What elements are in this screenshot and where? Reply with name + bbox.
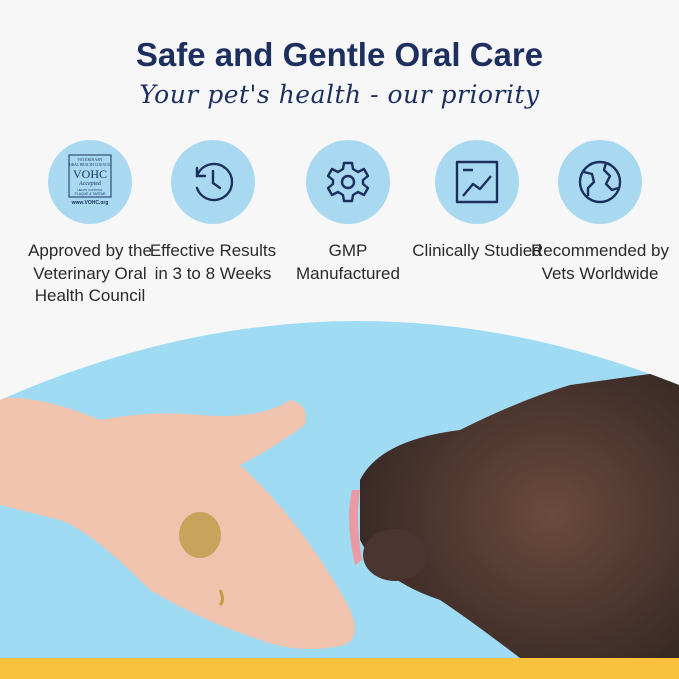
clock-icon xyxy=(171,140,255,224)
seal-url: www.VOHC.org xyxy=(71,200,109,206)
dental-chew xyxy=(179,512,221,558)
accent-bar xyxy=(0,658,679,679)
seal-line1: VETERINARY xyxy=(77,157,102,162)
feature-results: Effective Results in 3 to 8 Weeks xyxy=(143,140,283,285)
feature-label: Clinically Studied xyxy=(412,241,542,260)
seal-line4: PLAQUE & TARTAR xyxy=(75,192,106,196)
seal-line3: HELPS CONTROL xyxy=(77,188,103,192)
vohc-seal-icon: VETERINARY ORAL HEALTH COUNCIL VOHC Acce… xyxy=(48,140,132,224)
page-subtitle: Your pet's health - our priority xyxy=(139,80,540,109)
feature-label: Approved by the Veterinary Oral Health C… xyxy=(28,241,152,305)
hand xyxy=(0,397,355,649)
seal-main: VOHC xyxy=(73,167,107,181)
feature-label: Effective Results in 3 to 8 Weeks xyxy=(149,241,277,283)
seal-accepted: Accepted xyxy=(78,181,102,187)
chart-icon xyxy=(435,140,519,224)
gear-icon xyxy=(306,140,390,224)
feature-gmp: GMP Manufactured xyxy=(278,140,418,285)
feature-label: GMP Manufactured xyxy=(296,241,400,283)
feature-vets: Recommended by Vets Worldwide xyxy=(530,140,670,285)
feature-vohc: VETERINARY ORAL HEALTH COUNCIL VOHC Acce… xyxy=(20,140,160,308)
page-title: Safe and Gentle Oral Care xyxy=(135,36,544,73)
seal-line2: ORAL HEALTH COUNCIL xyxy=(69,163,110,167)
feature-clinical: Clinically Studied xyxy=(407,140,547,263)
feature-label: Recommended by Vets Worldwide xyxy=(531,241,669,283)
dog xyxy=(360,370,679,658)
globe-icon xyxy=(558,140,642,224)
